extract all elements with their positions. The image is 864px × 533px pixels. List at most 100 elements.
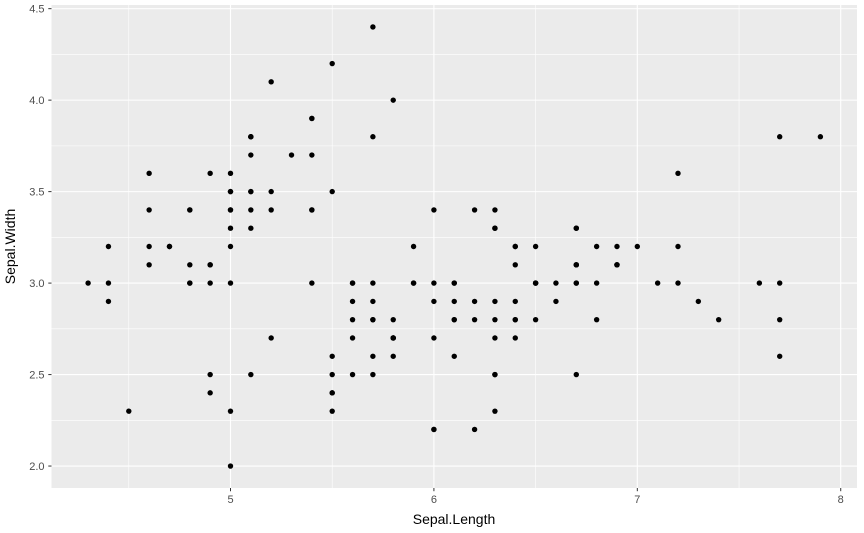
data-point <box>492 335 498 341</box>
data-point <box>451 353 457 359</box>
data-point <box>248 225 254 231</box>
data-point <box>268 188 274 195</box>
data-point <box>715 316 722 323</box>
plot-panel <box>51 5 857 488</box>
data-point <box>309 115 315 122</box>
data-point <box>471 316 478 323</box>
data-point <box>329 353 335 359</box>
data-point <box>146 243 152 250</box>
data-point <box>573 280 579 286</box>
data-point <box>777 280 783 286</box>
data-point <box>553 280 559 286</box>
data-point <box>207 262 213 268</box>
y-tick-label: 4.0 <box>29 95 44 107</box>
data-point <box>166 243 173 250</box>
data-point <box>512 335 518 341</box>
data-point <box>207 371 213 378</box>
data-point <box>451 316 457 323</box>
data-point <box>309 152 315 158</box>
data-point <box>370 24 376 30</box>
data-point <box>268 79 274 85</box>
data-point <box>370 280 376 286</box>
data-point <box>593 280 600 286</box>
data-point <box>268 335 274 341</box>
y-tick-label: 3.5 <box>29 186 44 198</box>
data-point <box>370 298 376 305</box>
data-point <box>187 207 193 213</box>
x-tick-label: 8 <box>838 494 844 506</box>
data-point <box>227 243 234 250</box>
data-point <box>227 170 234 177</box>
data-point <box>431 207 437 213</box>
data-point <box>187 280 193 286</box>
data-point <box>777 353 783 359</box>
data-point <box>675 170 681 177</box>
data-point <box>512 262 518 268</box>
data-point <box>146 170 152 177</box>
data-point <box>248 152 254 158</box>
data-point <box>431 426 437 433</box>
y-tick-label: 3.0 <box>29 278 44 290</box>
data-point <box>492 316 498 323</box>
data-point <box>390 353 396 359</box>
data-point <box>777 134 783 140</box>
data-point <box>390 97 396 103</box>
data-point <box>593 316 600 323</box>
data-point <box>431 280 437 286</box>
data-point <box>227 408 234 414</box>
data-point <box>492 408 498 414</box>
data-point <box>105 243 112 250</box>
data-point <box>227 188 234 195</box>
data-point <box>329 408 335 414</box>
axes: 5 6 7 8 2.0 2.5 3.0 3.5 4.0 4.5 <box>29 3 844 506</box>
x-tick-label: 7 <box>634 494 640 506</box>
data-point <box>288 152 295 158</box>
data-point <box>227 280 234 286</box>
data-point <box>105 280 112 286</box>
data-point <box>349 371 356 378</box>
data-point <box>349 298 356 305</box>
data-point <box>329 188 335 195</box>
y-tick-label: 4.5 <box>29 3 44 15</box>
data-point <box>309 207 315 213</box>
data-point <box>675 243 681 250</box>
data-point <box>146 207 152 213</box>
x-tick-label: 6 <box>431 494 437 506</box>
data-point <box>573 262 579 268</box>
data-point <box>309 280 315 286</box>
data-point <box>654 280 661 286</box>
data-point <box>370 316 376 323</box>
data-point <box>512 316 518 323</box>
data-point <box>187 262 193 268</box>
panel-background <box>51 5 857 488</box>
data-point <box>451 298 457 305</box>
data-point <box>553 298 559 305</box>
data-point <box>492 298 498 305</box>
data-point <box>329 371 335 378</box>
data-point <box>370 134 376 140</box>
data-point <box>146 262 152 268</box>
data-point <box>675 280 681 286</box>
data-point <box>370 371 376 378</box>
data-point <box>349 280 356 286</box>
data-point <box>126 408 132 414</box>
data-point <box>492 371 498 378</box>
data-point <box>227 207 234 213</box>
data-point <box>329 390 335 396</box>
data-point <box>756 280 763 286</box>
data-point <box>390 335 396 341</box>
data-point <box>695 298 702 305</box>
data-point <box>573 225 579 231</box>
data-point <box>777 316 783 323</box>
data-point <box>329 60 335 67</box>
y-tick-label: 2.5 <box>29 369 44 381</box>
data-point <box>492 225 498 231</box>
data-point <box>451 280 457 286</box>
data-point <box>593 243 600 250</box>
data-point <box>248 371 254 378</box>
data-point <box>248 134 254 140</box>
data-point <box>817 134 824 140</box>
data-point <box>227 463 234 469</box>
